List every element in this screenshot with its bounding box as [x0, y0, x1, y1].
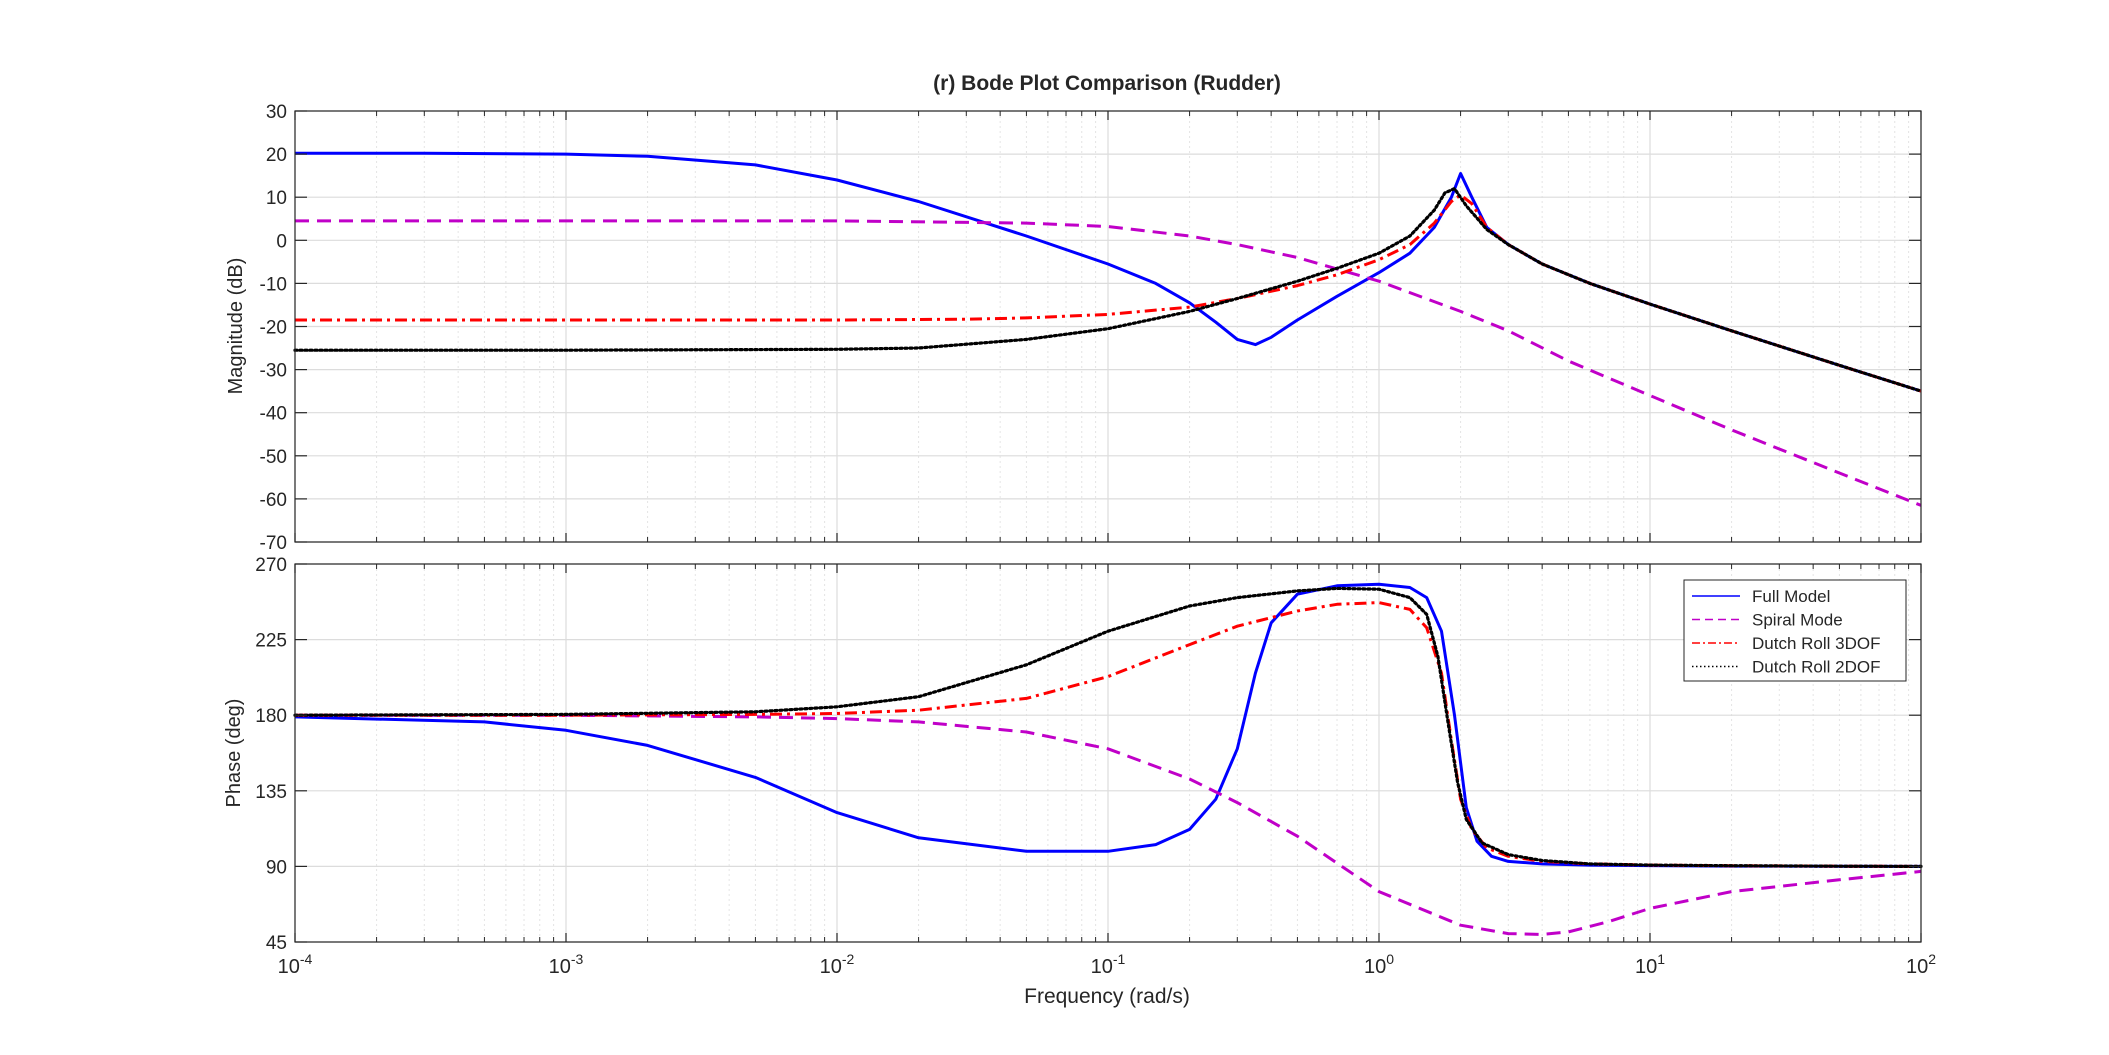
- magnitude-y-tick-label: -40: [260, 404, 287, 425]
- x-tick-label: 10-2: [820, 951, 855, 978]
- x-tick-label: 101: [1635, 951, 1665, 978]
- phase-y-axis-label: Phase (deg): [223, 699, 245, 808]
- magnitude-line-dutch-roll-2dof: [293, 187, 1923, 393]
- legend-label: Spiral Mode: [1752, 611, 1843, 630]
- x-tick-label: 102: [1906, 951, 1936, 978]
- phase-axes-box: [294, 563, 1922, 943]
- x-tick-label: 10-3: [549, 951, 584, 978]
- magnitude-y-tick-label: 20: [266, 145, 287, 166]
- x-tick-label: 100: [1364, 951, 1394, 978]
- phase-y-tick-label: 270: [255, 555, 287, 576]
- magnitude-y-tick-label: 10: [266, 188, 287, 209]
- magnitude-y-tick-label: -30: [260, 361, 287, 382]
- magnitude-grid: [294, 110, 1922, 543]
- legend-label: Dutch Roll 3DOF: [1752, 634, 1880, 653]
- x-tick-label: 10-4: [278, 951, 313, 978]
- magnitude-y-tick-label: -50: [260, 447, 287, 468]
- x-axis-tick-labels: 10-4 10-3 10-2 10-1 100 101 102: [278, 951, 1937, 978]
- legend-label: Dutch Roll 2DOF: [1752, 658, 1880, 677]
- legend-box: [1683, 579, 1907, 682]
- phase-plot: 270 225 180 135 90 45 Phase (deg): [223, 555, 1923, 954]
- phase-series: [293, 582, 1923, 936]
- magnitude-y-tick-label: -70: [260, 533, 287, 554]
- phase-line-spiral-mode: [295, 713, 1922, 936]
- phase-y-tick-label: 135: [255, 782, 287, 803]
- legend-entries: Full Model Spiral Mode Dutch Roll 3DOF Dutc…: [1692, 587, 1880, 677]
- magnitude-y-tick-label: -10: [260, 274, 287, 295]
- phase-y-tick-label: 180: [255, 706, 287, 727]
- phase-axis-ticks: 270 225 180 135 90 45: [255, 555, 1922, 954]
- x-axis-label: Frequency (rad/s): [1024, 985, 1190, 1008]
- magnitude-axis-ticks: 30 20 10 0 -10 -20 -30 -40 -50 -60 -70: [260, 102, 1922, 554]
- phase-y-tick-label: 90: [266, 857, 287, 878]
- legend: Full Model Spiral Mode Dutch Roll 3DOF Dutc…: [1683, 579, 1907, 682]
- phase-y-tick-label: 225: [255, 631, 287, 652]
- chart-title: (r) Bode Plot Comparison (Rudder): [933, 72, 1281, 95]
- magnitude-y-tick-label: -20: [260, 318, 287, 339]
- x-tick-label: 10-1: [1091, 951, 1126, 978]
- magnitude-axes-box: [294, 110, 1922, 543]
- phase-line-dutch-roll-2dof: [293, 586, 1923, 869]
- legend-label: Full Model: [1752, 587, 1830, 606]
- magnitude-series: [293, 151, 1923, 507]
- phase-y-tick-label: 45: [266, 933, 287, 954]
- magnitude-y-tick-label: 0: [276, 231, 287, 252]
- magnitude-y-tick-label: 30: [266, 102, 287, 123]
- magnitude-plot: 30 20 10 0 -10 -20 -30 -40 -50 -60 -70 Magnitude (…: [225, 102, 1923, 554]
- magnitude-y-axis-label: Magnitude (dB): [225, 258, 247, 395]
- magnitude-y-tick-label: -60: [260, 490, 287, 511]
